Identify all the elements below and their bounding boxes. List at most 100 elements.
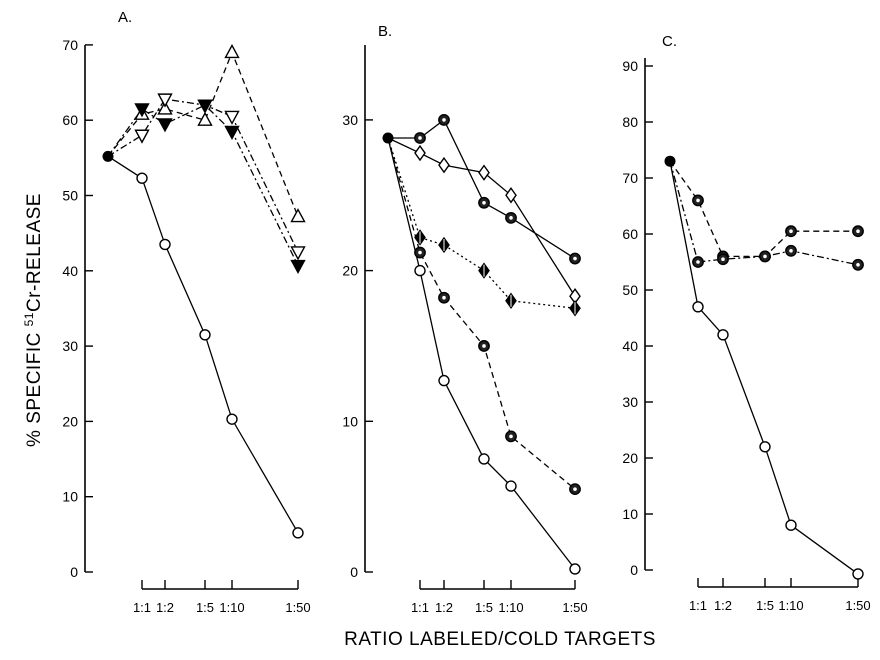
series-3-point — [134, 129, 150, 144]
panel-a: A. 0 10 20 30 40 50 60 70 1:1 1:2 1:5 1:10 1:50 — [62, 9, 310, 615]
x-tick-label: 1:2 — [435, 600, 453, 615]
series-4-point — [224, 125, 240, 140]
series-1-point — [226, 413, 238, 425]
series-line-3 — [387, 137, 576, 297]
series-1-point — [199, 329, 211, 341]
series-3-point — [717, 253, 729, 266]
y-tick-label: 10 — [62, 489, 78, 505]
series-1-point — [759, 441, 771, 453]
series-line-3 — [107, 98, 299, 253]
series-2-point — [785, 225, 797, 238]
series-1-point — [292, 527, 304, 539]
series-5-point — [569, 300, 581, 317]
series-1-point — [136, 172, 148, 184]
start-point — [382, 132, 394, 144]
y-tick-label: 20 — [342, 263, 358, 279]
series-3-point — [224, 110, 240, 125]
series-2-point — [692, 194, 704, 207]
y-axis-label-prefix: % SPECIFIC — [24, 326, 45, 447]
y-tick-label: 90 — [622, 58, 638, 74]
series-2-point — [224, 43, 240, 59]
x-tick-label: 1:50 — [562, 600, 587, 615]
series-2-point — [505, 430, 517, 443]
series-2-point — [157, 100, 173, 115]
y-tick-label: 30 — [62, 338, 78, 354]
series-3-point — [852, 258, 864, 271]
series-2-point — [438, 291, 450, 304]
series-1-point — [569, 563, 581, 575]
series-3-point — [785, 244, 797, 257]
y-tick-label: 80 — [622, 114, 638, 130]
y-tick-label: 20 — [62, 413, 78, 429]
series-3-point — [414, 144, 426, 162]
y-tick-label: 0 — [350, 564, 358, 580]
series-line-4 — [107, 104, 299, 266]
series-2-point — [478, 340, 490, 352]
series-5-point — [414, 229, 426, 246]
y-tick-label: 50 — [62, 188, 78, 204]
x-tick-label: 1:2 — [714, 598, 732, 613]
y-axis-label: % SPECIFIC 51Cr-RELEASE — [22, 193, 45, 447]
series-5-point — [505, 292, 517, 309]
series-line-2 — [669, 160, 858, 258]
y-tick-label: 0 — [630, 562, 638, 578]
series-4-point — [134, 103, 150, 118]
series-2-point — [852, 225, 864, 238]
x-tick-label: 1:1 — [411, 600, 429, 615]
panel-b: B. 0 10 20 30 1:1 1:2 1:5 1:10 1:50 — [342, 23, 587, 615]
series-4-point — [290, 259, 306, 274]
y-axis-label-suffix: Cr-RELEASE — [24, 193, 45, 312]
x-tick-label: 1:10 — [498, 600, 523, 615]
series-5-point — [478, 262, 490, 279]
y-tick-label: 20 — [622, 450, 638, 466]
y-tick-label: 40 — [62, 263, 78, 279]
x-tick-label: 1:5 — [756, 598, 774, 613]
series-3-point — [505, 187, 517, 204]
y-tick-label: 50 — [622, 282, 638, 298]
series-5-point — [438, 236, 450, 254]
series-4-point — [414, 132, 426, 144]
series-3-point — [692, 256, 704, 268]
x-tick-label: 1:50 — [845, 598, 870, 613]
y-tick-label: 10 — [342, 413, 358, 429]
series-4-point — [478, 196, 490, 209]
series-2-point — [569, 483, 581, 496]
series-line-2 — [107, 50, 299, 217]
series-3-point — [290, 246, 306, 261]
y-tick-label: 70 — [62, 37, 78, 53]
x-tick-label: 1:10 — [219, 600, 244, 615]
series-3-point — [478, 164, 490, 181]
panel-c: C. 0 10 20 30 40 50 60 70 80 90 1:1 1:2 1:5 1:10 1:50 — [622, 33, 870, 613]
x-axis-label: RATIO LABELED/COLD TARGETS — [344, 629, 656, 650]
series-1-point — [159, 238, 171, 251]
series-3-point — [438, 156, 450, 174]
y-tick-label: 60 — [622, 226, 638, 242]
x-tick-label: 1:10 — [778, 598, 803, 613]
series-1-point — [505, 480, 517, 492]
series-4-point — [438, 114, 450, 126]
series-1-point — [717, 329, 729, 341]
y-tick-label: 70 — [622, 170, 638, 186]
series-line-1 — [107, 155, 299, 534]
panel-label: A. — [118, 9, 132, 26]
x-tick-label: 1:5 — [475, 600, 493, 615]
series-line-2 — [387, 137, 576, 490]
series-line-1 — [387, 137, 576, 570]
series-1-point — [478, 453, 490, 465]
series-2-point — [414, 246, 426, 259]
series-4-point — [157, 118, 173, 133]
series-2-point — [290, 208, 306, 223]
series-1-point — [852, 568, 864, 580]
panel-label: C. — [662, 33, 677, 50]
x-tick-label: 1:5 — [196, 600, 214, 615]
panel-label: B. — [378, 23, 392, 40]
start-point — [664, 155, 676, 167]
series-3-point — [157, 93, 173, 108]
y-tick-label: 40 — [622, 338, 638, 354]
series-4-point — [569, 252, 581, 265]
series-line-5 — [387, 137, 576, 309]
y-tick-label: 30 — [622, 394, 638, 410]
series-4-point — [197, 99, 213, 114]
y-axis-label-superscript: 51 — [22, 312, 36, 326]
